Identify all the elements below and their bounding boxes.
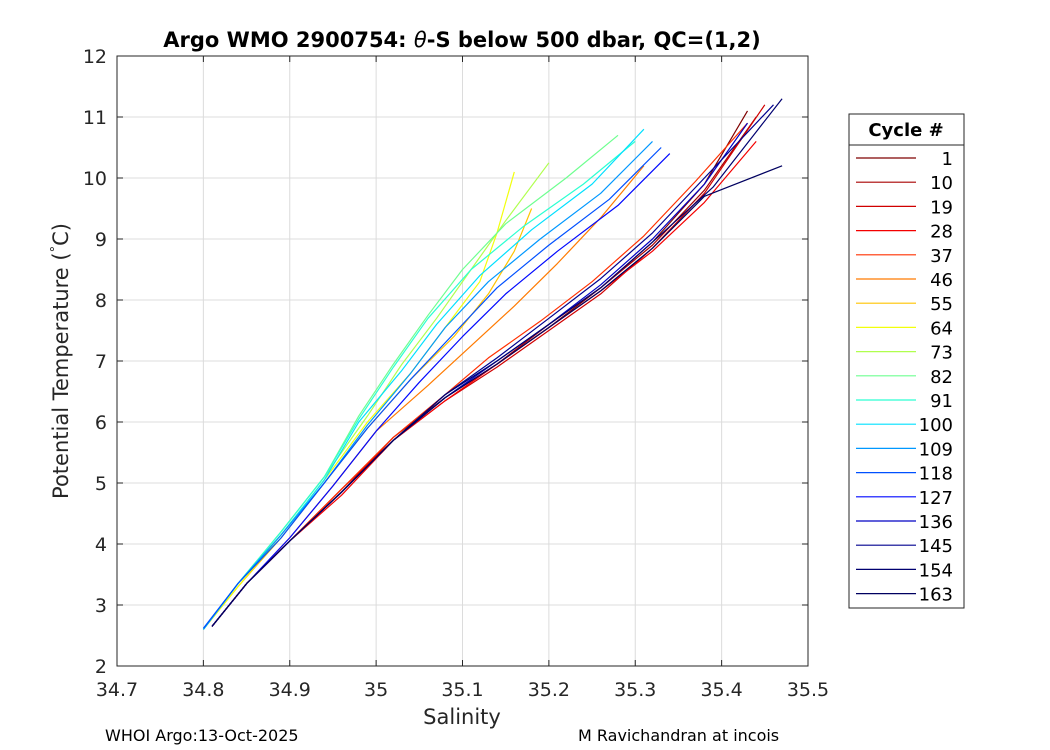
x-tick-label: 34.9 (269, 679, 311, 701)
footer-left: WHOI Argo:13-Oct-2025 (105, 726, 299, 745)
x-axis-label: Salinity (423, 705, 501, 729)
y-tick-label: 5 (95, 473, 107, 495)
y-tick-label: 8 (95, 290, 107, 312)
legend-label-118: 118 (919, 464, 953, 485)
y-tick-label: 10 (83, 168, 107, 190)
legend-label-145: 145 (919, 536, 953, 557)
series-line-cycle-91 (202, 140, 636, 630)
legend-label-100: 100 (919, 415, 953, 436)
legend-box (848, 113, 965, 609)
legend-title: Cycle # (868, 120, 943, 141)
x-tick-label: 35.2 (528, 679, 570, 701)
footer-right: M Ravichandran at incois (578, 726, 779, 745)
y-tick-label: 12 (83, 46, 107, 68)
y-tick-label: 2 (95, 656, 107, 678)
x-tick-label: 35.4 (700, 679, 742, 701)
legend-label-73: 73 (930, 343, 953, 364)
x-tick-label: 35 (364, 679, 388, 701)
x-tick-labels: 34.7 34.8 34.9 35 35.1 35.2 35.3 35.4 35.5 (96, 679, 829, 701)
legend-label-154: 154 (919, 560, 953, 581)
series-line-cycle-109 (202, 140, 653, 630)
chart-title: Argo WMO 2900754: θ-S below 500 dbar, QC… (163, 28, 760, 52)
legend-label-19: 19 (930, 197, 953, 218)
y-tick-labels: 2 3 4 5 6 7 8 9 10 11 12 (83, 46, 107, 678)
x-tick-label: 34.8 (182, 679, 224, 701)
x-tick-label: 34.7 (96, 679, 138, 701)
x-tick-label: 35.3 (614, 679, 656, 701)
y-axis-label: Potential Temperature (°C) (49, 223, 73, 499)
legend-label-109: 109 (919, 439, 953, 460)
legend-label-55: 55 (930, 294, 953, 315)
tick-marks (116, 55, 809, 667)
legend-label-163: 163 (919, 585, 953, 606)
grid (116, 55, 809, 667)
legend-label-46: 46 (930, 270, 953, 291)
series-line-cycle-127 (211, 153, 671, 627)
series-line-cycle-163 (211, 165, 783, 627)
y-tick-label: 7 (95, 351, 107, 373)
legend-label-1: 1 (942, 149, 953, 170)
legend: Cycle # 1 10 19 28 37 46 55 64 73 82 91 100 109 118 12… (848, 113, 965, 609)
legend-label-91: 91 (930, 391, 953, 412)
legend-label-136: 136 (919, 512, 953, 533)
y-tick-label: 6 (95, 412, 107, 434)
legend-label-10: 10 (930, 173, 953, 194)
legend-label-28: 28 (930, 222, 953, 243)
legend-label-37: 37 (930, 246, 953, 267)
legend-label-127: 127 (919, 488, 953, 509)
y-tick-label: 11 (83, 107, 107, 129)
series-line-cycle-118 (202, 147, 662, 629)
legend-label-64: 64 (930, 318, 953, 339)
series-lines (202, 98, 783, 630)
y-tick-label: 3 (95, 595, 107, 617)
y-tick-label: 4 (95, 534, 107, 556)
x-tick-label: 35.1 (441, 679, 483, 701)
legend-entries: 1 10 19 28 37 46 55 64 73 82 91 100 109 118 127 136 145 1… (856, 149, 953, 606)
legend-label-82: 82 (930, 367, 953, 388)
y-tick-label: 9 (95, 229, 107, 251)
x-tick-label: 35.5 (787, 679, 829, 701)
